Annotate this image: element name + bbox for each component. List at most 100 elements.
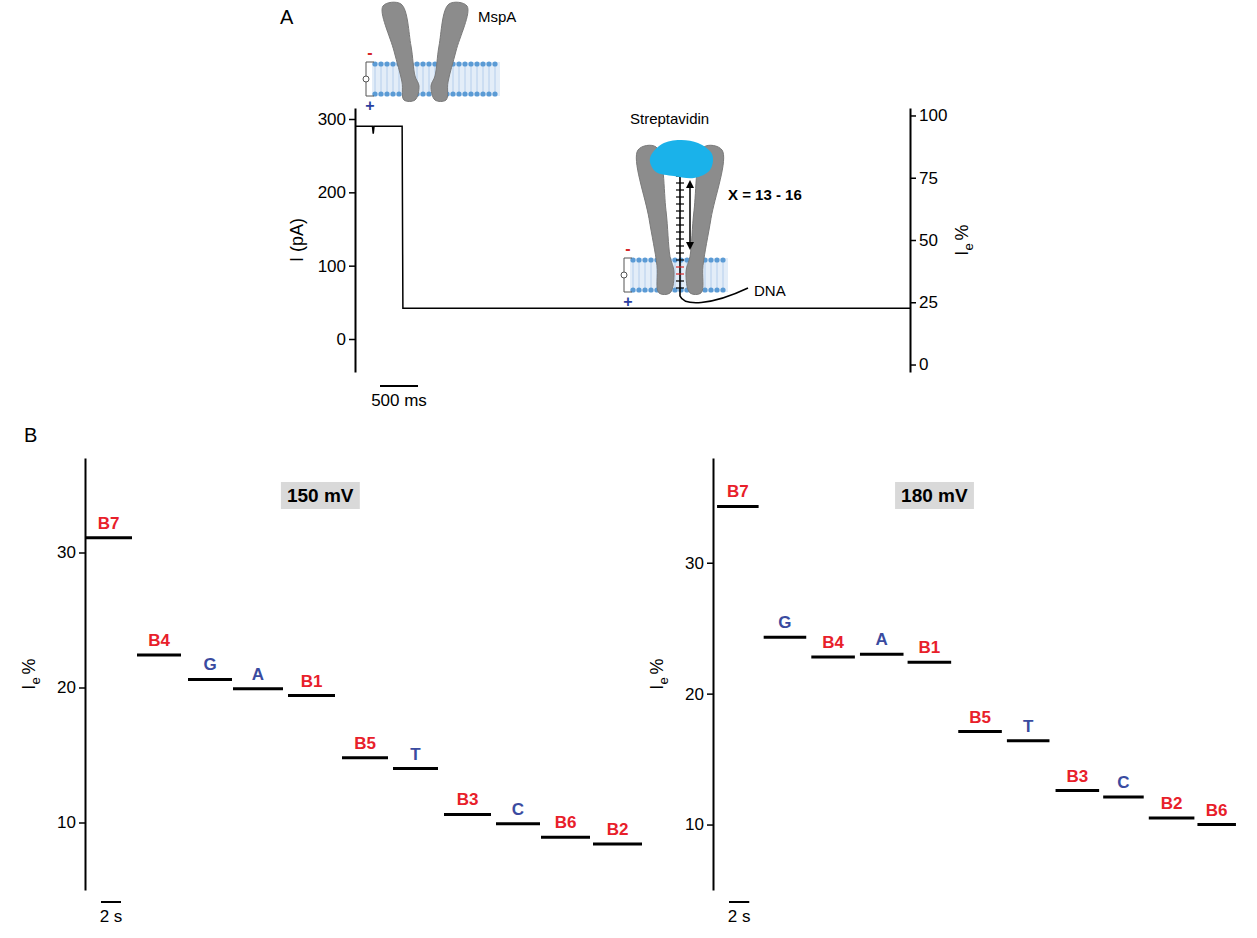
lipid-tail <box>723 261 724 289</box>
panel-letter: A <box>280 6 294 28</box>
lipid-head <box>714 257 719 262</box>
level-label: G <box>203 655 216 674</box>
annotation: Streptavidin <box>630 110 709 127</box>
tick-mark <box>349 119 355 121</box>
lipid-tail <box>675 261 676 289</box>
lipid-head <box>648 287 653 292</box>
lipid-head <box>642 287 647 292</box>
pore-wall <box>431 2 468 101</box>
axis-line <box>85 459 87 891</box>
lipid-head <box>420 91 425 96</box>
tick-mark <box>79 822 85 824</box>
lipid-head <box>456 61 461 66</box>
level-label: B1 <box>301 672 323 691</box>
tick: 20 <box>57 678 85 697</box>
axis-title: Ie% <box>952 224 976 255</box>
tick-mark <box>349 339 355 341</box>
lipid-tail <box>711 261 712 289</box>
scale-bar <box>380 385 418 387</box>
tick-mark <box>910 364 916 366</box>
current-level <box>1149 817 1195 820</box>
level-label: B4 <box>822 633 844 652</box>
dna-base <box>676 231 684 232</box>
tick-mark <box>707 562 713 564</box>
arrow-head <box>686 180 694 188</box>
tick-label: 30 <box>57 543 76 562</box>
current-trace <box>355 126 910 308</box>
lipid-head <box>390 91 395 96</box>
lipid-head <box>390 61 395 66</box>
level-label: A <box>252 665 264 684</box>
dna-base <box>676 280 684 281</box>
current-level <box>342 756 388 759</box>
level-label: B4 <box>148 631 170 650</box>
axis-title-unit: % <box>952 224 972 240</box>
dna-base <box>676 238 684 239</box>
lipid-tail <box>705 261 706 289</box>
lipid-head <box>492 61 497 66</box>
streptavidin <box>650 140 713 178</box>
current-level <box>444 813 491 816</box>
tick-mark <box>707 693 713 695</box>
tick: 100 <box>910 106 947 125</box>
lipid-head <box>636 257 641 262</box>
tick: 75 <box>910 169 938 188</box>
lipid-head <box>474 61 479 66</box>
level-label: C <box>1117 773 1129 792</box>
dna-base <box>676 245 684 246</box>
tick-mark <box>910 177 916 179</box>
lipid-tail <box>429 65 430 93</box>
dna-base <box>676 252 684 253</box>
level-label: T <box>1023 717 1034 736</box>
lipid-head <box>462 61 467 66</box>
lipid-tail <box>639 261 640 289</box>
level-label: B5 <box>354 734 376 753</box>
tick: 300 <box>318 110 355 129</box>
lipid-tail <box>375 65 376 93</box>
tick-label: 30 <box>685 554 704 573</box>
chart-title: 150 mV <box>287 485 354 506</box>
current-level <box>393 767 438 770</box>
polarity-label: + <box>623 293 632 310</box>
lipid-head <box>636 287 641 292</box>
dna-base <box>676 266 684 267</box>
dna-base <box>676 210 684 211</box>
lipid-head <box>720 257 725 262</box>
current-level <box>85 536 132 539</box>
y-axis: 102030 <box>685 459 713 891</box>
tick-mark <box>79 552 85 554</box>
lipid-tail <box>459 65 460 93</box>
dna-base <box>676 196 684 197</box>
lipid-head <box>642 257 647 262</box>
lipid-head <box>714 287 719 292</box>
tick: 10 <box>685 815 713 834</box>
lipid-head <box>468 91 473 96</box>
plot-area <box>717 506 1236 824</box>
lipid-head <box>456 91 461 96</box>
tick-mark <box>79 687 85 689</box>
axis-title: Ie% <box>19 658 43 689</box>
tick-label: 100 <box>318 257 346 276</box>
tick: 30 <box>685 554 713 573</box>
tick: 10 <box>57 813 85 832</box>
y2-axis: 0255075100 <box>910 106 947 374</box>
lipid-head <box>480 91 485 96</box>
tick-label: 10 <box>685 815 704 834</box>
dna-base <box>676 189 684 190</box>
tick-mark <box>349 265 355 267</box>
lipid-head <box>492 91 497 96</box>
dna-base <box>676 203 684 204</box>
tick-label: 300 <box>318 110 346 129</box>
distance-arrow <box>689 182 691 248</box>
lipid-tail <box>633 261 634 289</box>
current-level <box>764 636 807 639</box>
lipid-tail <box>489 65 490 93</box>
lipid-tail <box>387 65 388 93</box>
tick-mark <box>910 302 916 304</box>
axis-title-subscript: e <box>28 677 43 684</box>
lipid-head <box>468 61 473 66</box>
figure: A01002003000255075100I (pA)Ie%500 ms-+Ms… <box>0 0 1257 938</box>
tick: 0 <box>337 330 355 349</box>
tick: 50 <box>910 231 938 250</box>
level-label: B2 <box>1161 794 1183 813</box>
